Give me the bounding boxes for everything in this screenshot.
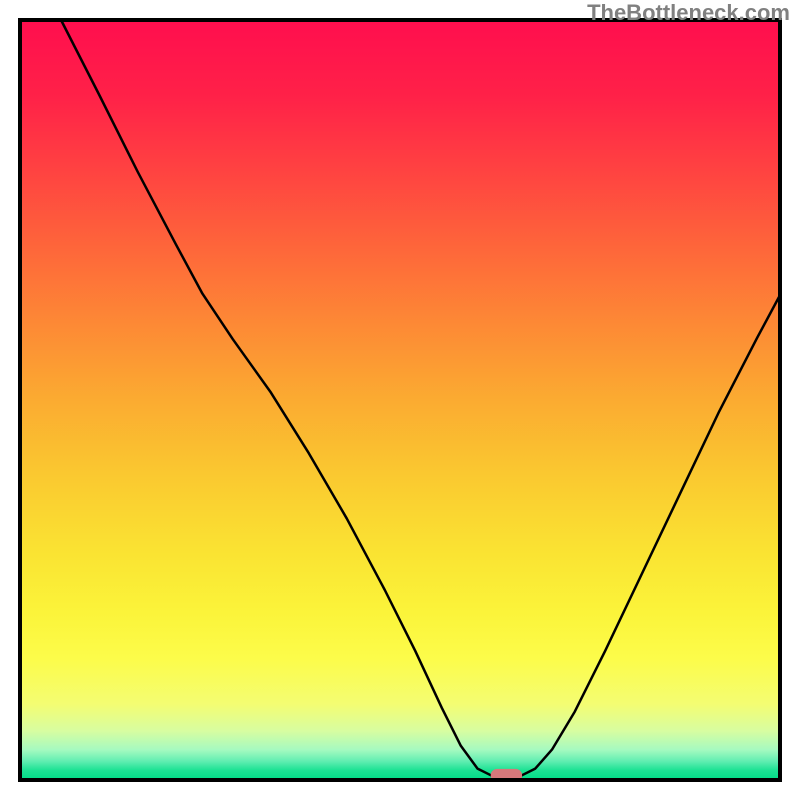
bottleneck-chart (0, 0, 800, 800)
plot-background (20, 20, 780, 780)
chart-container: TheBottleneck.com (0, 0, 800, 800)
